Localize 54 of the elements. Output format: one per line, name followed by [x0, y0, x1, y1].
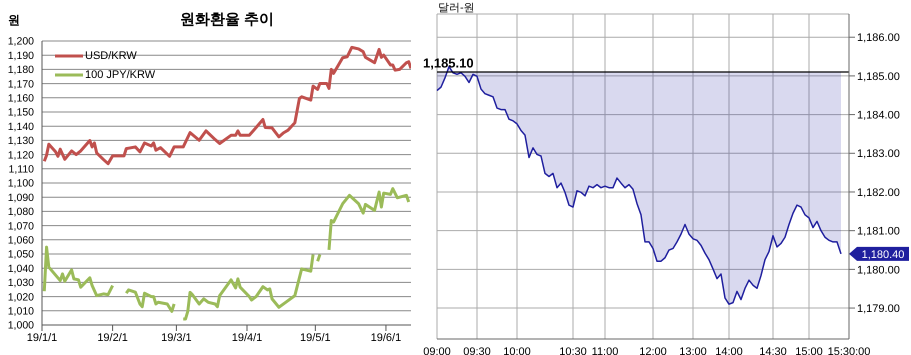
- y-tick-label: 1,180: [8, 64, 34, 76]
- y-tick-label: 1,020: [8, 291, 34, 304]
- y-tick-label: 1,050: [8, 248, 34, 261]
- x-tick-label: 12:00: [639, 346, 667, 355]
- y-axis-title: 달러-원: [438, 1, 475, 15]
- y-tick-label: 1,060: [8, 234, 34, 247]
- y-tick-label: 1,080: [8, 206, 34, 218]
- x-tick-label: 19/3/1: [161, 332, 192, 344]
- y-tick-label: 1,110: [8, 164, 34, 176]
- y-tick-label: 1,120: [8, 149, 34, 162]
- y-tick-label: 1,160: [8, 92, 34, 105]
- legend-label: USD/KRW: [85, 50, 137, 62]
- chart-title: 원화환율 추이: [178, 10, 276, 29]
- y-tick-label: 1,010: [8, 306, 34, 318]
- x-tick-label: 09:30: [463, 346, 491, 355]
- x-tick-label: 19/1/1: [26, 332, 58, 344]
- y-tick-label: 1,184.00: [857, 110, 900, 122]
- x-tick-label: 13:00: [679, 346, 707, 355]
- y-tick-label: 1,040: [8, 262, 34, 275]
- y-tick-label: 1,170: [8, 78, 34, 90]
- x-tick-label: 19/6/1: [370, 332, 402, 344]
- x-tick-label: 10:30: [559, 346, 587, 355]
- x-tick-label: 15:00: [795, 346, 823, 355]
- x-tick-label: 10:00: [503, 346, 531, 355]
- y-axis-title: 원: [8, 12, 20, 29]
- y-tick-label: 1,180.00: [857, 264, 900, 276]
- y-tick-label: 1,185.00: [857, 70, 900, 83]
- y-tick-label: 1,186.00: [857, 32, 900, 44]
- y-tick-label: 1,200: [8, 36, 34, 48]
- x-tick-label: 11:00: [592, 346, 618, 355]
- text: 1,180.40: [862, 248, 904, 261]
- y-tick-label: 1,130: [8, 135, 34, 148]
- x-tick-label: 19/4/1: [232, 332, 262, 344]
- y-tick-label: 1,090: [8, 192, 34, 204]
- x-tick-label: 19/2/1: [97, 332, 128, 344]
- y-tick-label: 1,150: [8, 106, 34, 119]
- x-tick-label: 14:30: [759, 346, 787, 355]
- y-tick-label: 1,140: [8, 120, 34, 133]
- y-tick-label: 1,100: [8, 178, 34, 190]
- y-tick-label: 1,030: [8, 277, 34, 290]
- y-tick-label: 1,183.00: [857, 148, 900, 160]
- y-tick-label: 1,182.00: [857, 186, 900, 199]
- x-tick-label: 14:00: [715, 346, 743, 355]
- ref-line-label: 1,185.10: [423, 55, 474, 70]
- y-tick-label: 1,179.00: [857, 302, 900, 315]
- x-tick-label: 15:30:00: [828, 346, 870, 355]
- line-series: [42, 46, 411, 166]
- y-tick-label: 1,000: [8, 320, 34, 332]
- x-tick-label: 19/5/1: [300, 332, 331, 344]
- x-tick-label: 09:00: [423, 346, 451, 355]
- y-tick-label: 1,181.00: [857, 226, 900, 238]
- legend-label: 100 JPY/KRW: [85, 68, 156, 80]
- y-tick-label: 1,070: [8, 220, 34, 232]
- y-tick-label: 1,190: [8, 50, 34, 62]
